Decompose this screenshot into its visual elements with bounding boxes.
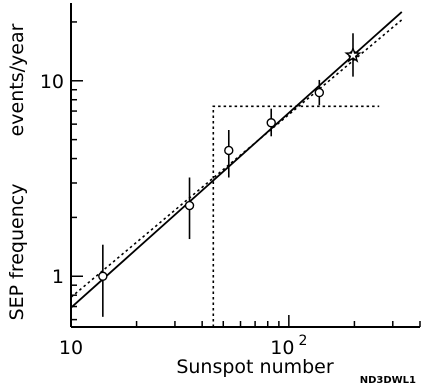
ticks: 10 10 2 1 10 [40, 21, 421, 359]
axis-labels: Sunspot number SEP frequency events/year… [6, 23, 416, 386]
data-point [184, 200, 195, 211]
data-points [98, 33, 362, 317]
star-point [344, 46, 362, 63]
y-axis-label: SEP frequency [6, 184, 28, 321]
fit-line-dotted [70, 19, 403, 298]
data-point [266, 118, 276, 128]
x-axis-label: Sunspot number [176, 356, 334, 378]
y-tick-label: 10 [40, 71, 64, 93]
plot-id: ND3DWL1 [360, 375, 416, 386]
fit-lines [70, 11, 403, 327]
fit-line-solid [70, 11, 403, 309]
step-line-dotted [212, 105, 380, 327]
data-point [314, 87, 325, 98]
data-point [98, 271, 108, 281]
y-tick-label: 1 [52, 266, 64, 288]
axes [70, 3, 420, 328]
y-axis-units: events/year [6, 23, 28, 136]
x-tick-label: 10 [59, 337, 83, 359]
x-tick-label: 10 2 [270, 333, 307, 359]
data-point [224, 145, 234, 156]
